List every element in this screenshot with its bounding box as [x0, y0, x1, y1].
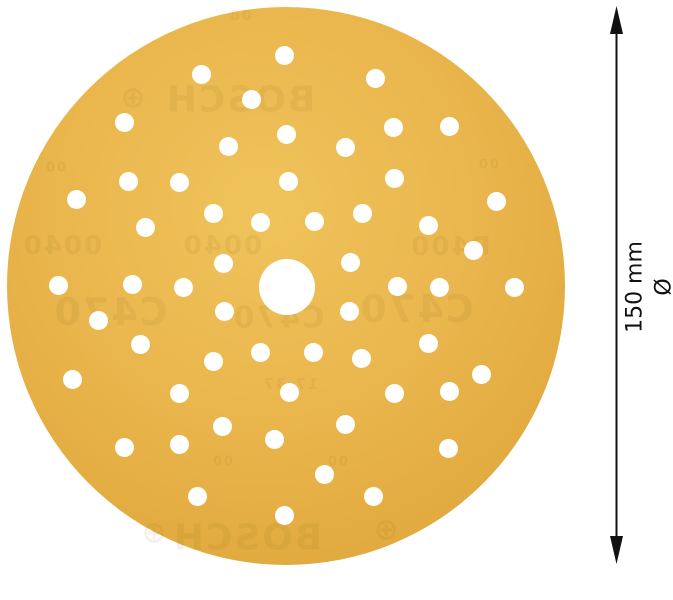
diameter-arrow-icon: [610, 6, 623, 564]
dust-extraction-hole: [264, 429, 284, 449]
dust-extraction-hole: [169, 434, 189, 454]
dust-extraction-hole: [214, 301, 234, 321]
dust-extraction-hole: [203, 203, 223, 223]
dust-extraction-hole: [352, 203, 372, 223]
dust-extraction-hole: [169, 172, 189, 192]
dust-extraction-hole: [339, 301, 359, 321]
diameter-label: 150 mm Ø: [621, 241, 673, 333]
dust-extraction-hole: [340, 252, 360, 272]
dust-extraction-hole: [439, 381, 459, 401]
dust-extraction-hole: [384, 168, 404, 188]
dust-extraction-hole: [504, 277, 524, 297]
dust-extraction-hole: [218, 136, 238, 156]
dust-extraction-hole: [250, 212, 270, 232]
dust-extraction-hole: [384, 383, 404, 403]
dust-extraction-hole: [304, 211, 324, 231]
dust-extraction-hole: [387, 276, 407, 296]
diameter-symbol: Ø: [650, 241, 673, 333]
sanding-disc: BOSCH ⊕ 08 00 00 0040 0040 P400 C470 C470 C470 17 3…: [7, 7, 565, 565]
diameter-value: 150 mm: [622, 241, 648, 333]
dust-extraction-hole: [187, 486, 207, 506]
dust-extraction-hole: [48, 275, 68, 295]
dust-extraction-hole: [130, 334, 150, 354]
center-hole: [259, 259, 315, 315]
dust-extraction-hole: [114, 437, 134, 457]
dust-extraction-hole: [62, 369, 82, 389]
dust-extraction-hole: [212, 416, 232, 436]
dust-extraction-hole: [88, 310, 108, 330]
dust-extraction-hole: [335, 414, 355, 434]
dust-extraction-hole: [274, 45, 294, 65]
dust-extraction-hole: [122, 274, 142, 294]
dust-extraction-hole: [276, 124, 296, 144]
dust-extraction-hole: [438, 438, 458, 458]
dust-extraction-hole: [314, 464, 334, 484]
dust-extraction-hole: [365, 68, 385, 88]
dust-extraction-hole: [241, 89, 261, 109]
dust-extraction-hole: [486, 191, 506, 211]
dust-extraction-hole: [278, 171, 298, 191]
dust-extraction-hole: [135, 217, 155, 237]
dust-extraction-hole: [463, 240, 483, 260]
dust-extraction-hole: [303, 342, 323, 362]
dust-extraction-hole: [418, 215, 438, 235]
dust-extraction-hole: [363, 486, 383, 506]
dust-extraction-hole: [118, 171, 138, 191]
dust-extraction-hole: [213, 253, 233, 273]
dust-extraction-hole: [173, 277, 193, 297]
dust-extraction-hole: [471, 364, 491, 384]
dust-extraction-hole: [114, 112, 134, 132]
dust-extraction-hole: [191, 64, 211, 84]
dust-extraction-hole: [383, 117, 403, 137]
dust-extraction-hole: [66, 189, 86, 209]
dust-extraction-hole: [169, 383, 189, 403]
dust-extraction-hole: [250, 342, 270, 362]
dust-extraction-hole: [351, 348, 371, 368]
dust-extraction-hole: [429, 277, 449, 297]
dust-extraction-hole: [279, 382, 299, 402]
dust-extraction-hole: [439, 116, 459, 136]
dust-extraction-hole: [335, 137, 355, 157]
dust-extraction-hole: [418, 333, 438, 353]
dust-extraction-hole: [274, 505, 294, 525]
dust-extraction-hole: [203, 351, 223, 371]
